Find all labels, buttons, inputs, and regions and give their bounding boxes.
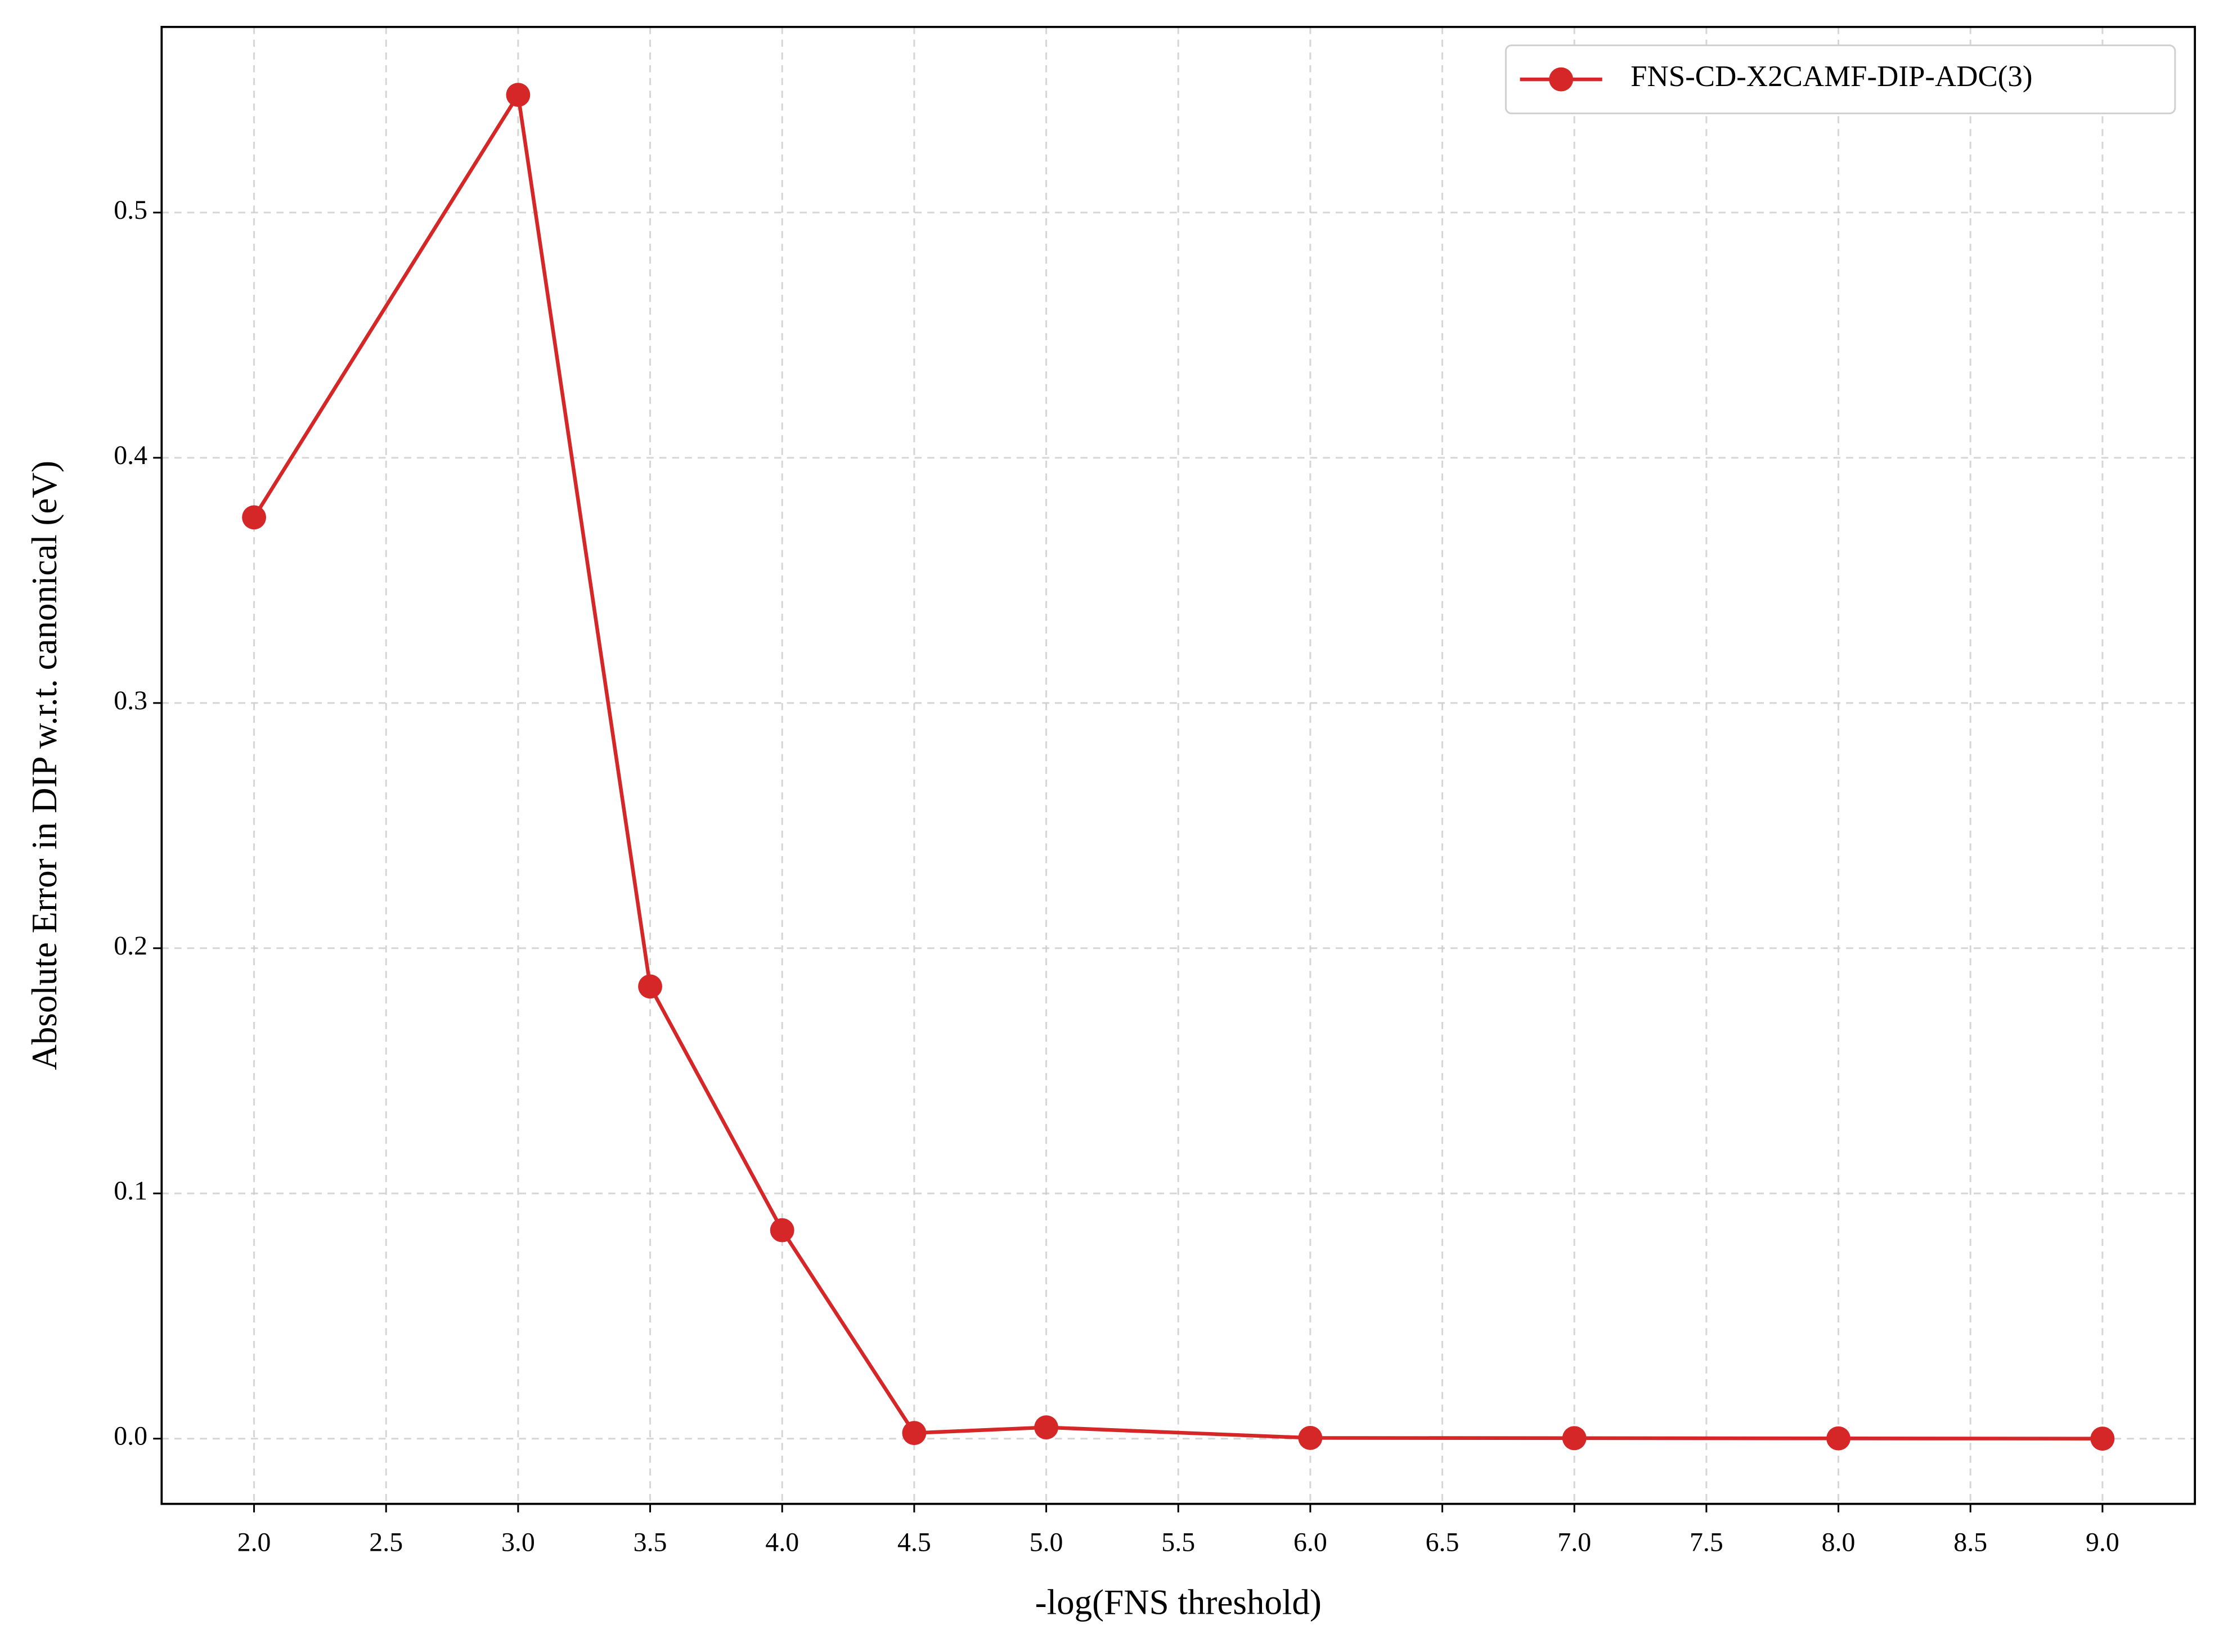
y-tick-label: 0.3 bbox=[114, 686, 147, 715]
x-tick-label: 2.5 bbox=[369, 1528, 403, 1558]
legend: FNS-CD-X2CAMF-DIP-ADC(3) bbox=[1504, 44, 2176, 115]
x-tick-label: 7.0 bbox=[1557, 1528, 1591, 1558]
y-tick-label: 0.1 bbox=[114, 1176, 147, 1206]
data-point bbox=[506, 83, 531, 107]
x-tick-label: 5.0 bbox=[1030, 1528, 1063, 1558]
data-point bbox=[242, 505, 266, 530]
x-tick-label: 8.0 bbox=[1822, 1528, 1856, 1558]
data-point bbox=[1562, 1426, 1587, 1451]
data-point bbox=[638, 974, 662, 999]
data-point bbox=[2090, 1426, 2115, 1451]
y-tick-label: 0.4 bbox=[114, 440, 147, 470]
x-axis-label: -log(FNS threshold) bbox=[1035, 1583, 1322, 1622]
y-tick-label: 0.2 bbox=[114, 931, 147, 961]
data-point bbox=[770, 1218, 794, 1243]
x-tick-label: 9.0 bbox=[2086, 1528, 2119, 1558]
legend-marker bbox=[1549, 67, 1574, 92]
x-tick-label: 6.5 bbox=[1426, 1528, 1459, 1558]
y-tick-label: 0.0 bbox=[114, 1421, 147, 1451]
x-tick-label: 4.0 bbox=[765, 1528, 799, 1558]
data-point bbox=[1034, 1415, 1058, 1440]
legend-label: FNS-CD-X2CAMF-DIP-ADC(3) bbox=[1630, 60, 2032, 93]
x-tick-label: 3.5 bbox=[634, 1528, 667, 1558]
legend-box bbox=[1504, 44, 2176, 115]
y-tick-label: 0.5 bbox=[114, 195, 147, 225]
series-line bbox=[252, 93, 2103, 1441]
x-tick-label: 3.0 bbox=[501, 1528, 535, 1558]
x-tick-label: 2.0 bbox=[237, 1528, 271, 1558]
data-point bbox=[902, 1421, 927, 1446]
y-axis-label: Absolute Error in DIP w.r.t. canonical (… bbox=[25, 461, 64, 1070]
x-tick-label: 5.5 bbox=[1161, 1528, 1195, 1558]
x-tick-label: 4.5 bbox=[897, 1528, 931, 1558]
plot-frame bbox=[160, 25, 2196, 1505]
x-tick-label: 6.0 bbox=[1293, 1528, 1327, 1558]
x-tick-label: 7.5 bbox=[1690, 1528, 1723, 1558]
data-point bbox=[1298, 1425, 1323, 1450]
data-point bbox=[1826, 1426, 1850, 1451]
x-tick-label: 8.5 bbox=[1953, 1528, 1987, 1558]
